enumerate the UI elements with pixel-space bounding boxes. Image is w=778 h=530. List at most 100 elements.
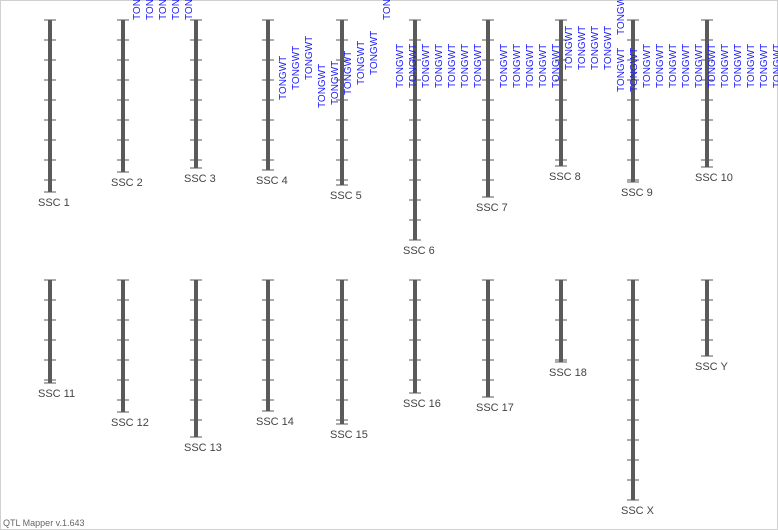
qtl-label: TONGWT	[171, 0, 182, 20]
qtl-label: TONGWT	[772, 44, 778, 88]
qtl-label: TONGWT	[356, 41, 367, 85]
chromosome-label: SSC 9	[621, 187, 653, 199]
chromosome-bar	[340, 280, 344, 424]
chromosome-label: SSC 17	[476, 402, 514, 414]
qtl-label: TONGWT	[447, 44, 458, 88]
chromosome-label: SSC 12	[111, 417, 149, 429]
qtl-label: TONGWT	[369, 31, 380, 75]
qtl-label: TONGWT	[473, 44, 484, 88]
chromosome: SSC X	[621, 279, 655, 517]
chromosome-bar	[486, 280, 490, 397]
qtl-label: TONGWT	[694, 44, 705, 88]
qtl-label: TONGWT	[564, 26, 575, 70]
chromosome-bar	[559, 280, 563, 362]
chromosome-bar	[631, 280, 635, 500]
chromosome: SSC 18	[549, 279, 587, 379]
qtl-label: TONGWT	[616, 0, 627, 35]
qtl-label: TONGWT	[577, 26, 588, 70]
chromosome: SSC 5TONGWTTONGWTTONGWTTONGWTTONGWT	[330, 0, 393, 202]
chromosome-bar	[705, 280, 709, 356]
chromosome-bar	[121, 280, 125, 412]
chromosome-bar	[194, 280, 198, 437]
qtl-label: TONGWT	[408, 44, 419, 88]
chromosome: SSC Y	[695, 279, 728, 373]
chromosome-bar	[486, 20, 490, 197]
qtl-label: TONGWT	[145, 0, 156, 20]
chromosome-label: SSC 13	[184, 442, 222, 454]
qtl-label: TONGWT	[642, 44, 653, 88]
chromosome-bar	[266, 280, 270, 411]
qtl-label: TONGWT	[499, 44, 510, 88]
qtl-label: TONGWT	[590, 26, 601, 70]
qtl-label: TONGWT	[158, 0, 169, 20]
chromosome-label: SSC 18	[549, 367, 587, 379]
chromosome: SSC 11	[38, 279, 75, 400]
qtl-label: TONGWT	[668, 44, 679, 88]
qtl-label: TONGWT	[629, 48, 640, 92]
qtl-label: TONGWT	[132, 0, 143, 20]
chromosome-label: SSC X	[621, 505, 655, 517]
qtl-label: TONGWT	[317, 64, 328, 108]
qtl-label: TONGWT	[421, 44, 432, 88]
chromosome: SSC 3 TONGWT	[184, 0, 216, 185]
footer: QTL Mapper v.1.643	[3, 518, 85, 528]
qtl-label: TONGWT	[382, 0, 393, 20]
qtl-label: TONGWT	[525, 44, 536, 88]
qtl-label: TONGWT	[681, 44, 692, 88]
chromosome-label: SSC 10	[695, 172, 733, 184]
chromosome: SSC 13	[184, 279, 222, 454]
chromosome-label: SSC 7	[476, 202, 508, 214]
chromosome: SSC 16	[403, 279, 441, 410]
chromosome-bar	[413, 20, 417, 240]
qtl-label: TONGWT	[395, 44, 406, 88]
chromosome-label: SSC 4	[256, 175, 288, 187]
qtl-label: TONGWT	[460, 44, 471, 88]
chromosome: SSC 2TONGWTTONGWTTONGWTTONGWT	[111, 0, 182, 189]
qtl-label: TONGWT	[434, 44, 445, 88]
chromosome-label: SSC 2	[111, 177, 143, 189]
qtl-label: TONGWT	[512, 44, 523, 88]
chromosome: SSC 1	[38, 19, 70, 209]
qtl-label: TONGWT	[278, 56, 289, 100]
chromosome-bar	[48, 20, 52, 192]
chromosome: SSC 12	[111, 279, 149, 429]
qtl-label: TONGWT	[707, 44, 718, 88]
chromosome-bar	[48, 280, 52, 383]
chromosome-bar	[121, 20, 125, 172]
chromosome-label: SSC 14	[256, 416, 294, 428]
chromosome-label: SSC 5	[330, 190, 362, 202]
qtl-label: TONGWT	[655, 44, 666, 88]
chromosome-label: SSC 8	[549, 171, 581, 183]
qtl-label: TONGWT	[603, 26, 614, 70]
qtl-label: TONGWT	[551, 44, 562, 88]
chromosome-label: SSC 16	[403, 398, 441, 410]
qtl-label: TONGWT	[184, 0, 195, 20]
chromosome-label: SSC Y	[695, 361, 728, 373]
qtl-label: TONGWT	[538, 44, 549, 88]
qtl-label: TONGWT	[759, 44, 770, 88]
chromosome-bar	[631, 20, 635, 182]
qtl-label: TONGWT	[330, 61, 341, 105]
chromosome-bar	[705, 20, 709, 167]
chromosome: SSC 17	[476, 279, 514, 414]
chromosome-label: SSC 1	[38, 197, 70, 209]
chromosome-label: SSC 15	[330, 429, 368, 441]
qtl-label: TONGWT	[291, 46, 302, 90]
qtl-label: TONGWT	[733, 44, 744, 88]
chromosome-bar	[266, 20, 270, 170]
chromosome: SSC 15	[330, 279, 368, 441]
chromosome-bar	[340, 20, 344, 185]
chromosome-bar	[559, 20, 563, 166]
qtl-label: TONGWT	[616, 48, 627, 92]
chromosome-bar	[413, 280, 417, 393]
qtl-label: TONGWT	[720, 44, 731, 88]
chromosome-bar	[194, 20, 198, 168]
